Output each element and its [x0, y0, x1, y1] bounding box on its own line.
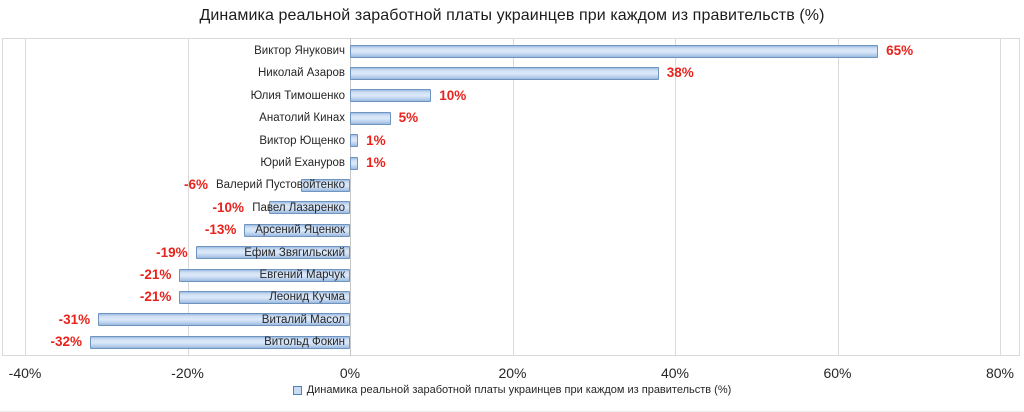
value-label: -19% — [156, 244, 188, 260]
value-label: -13% — [204, 222, 237, 238]
gridline — [837, 38, 839, 356]
bar — [179, 268, 350, 282]
bar-row: Юлия Тимошенко 10% — [0, 85, 1024, 107]
bar — [195, 246, 350, 260]
value-label: 65% — [886, 43, 914, 58]
category-label: Леонид Кучма — [269, 291, 345, 304]
bar — [90, 335, 350, 349]
bar — [350, 134, 359, 148]
category-label: Арсений Яценюк — [255, 224, 345, 237]
gridline — [675, 38, 676, 356]
x-axis-tick-label: 40% — [660, 365, 690, 381]
gridline — [187, 38, 189, 356]
bar — [350, 44, 879, 58]
x-axis-tick-label: 80% — [985, 365, 1015, 381]
category-label: Валерий Пустовойтенко — [215, 179, 345, 192]
zero-axis-line — [350, 38, 351, 356]
bar — [350, 89, 432, 103]
plot-area — [2, 38, 1020, 356]
value-label: 10% — [439, 87, 467, 103]
bar-row: Евгений Марчук -21% — [0, 264, 1024, 286]
x-axis-tick-label: -40% — [8, 365, 42, 381]
value-label: 1% — [366, 132, 386, 148]
bar — [179, 291, 350, 305]
value-label: 1% — [366, 155, 386, 170]
value-label: -31% — [58, 311, 91, 327]
gridline — [25, 38, 26, 356]
category-label: Юлия Тимошенко — [250, 89, 345, 102]
bar — [301, 179, 350, 193]
category-label: Витольд Фокин — [264, 336, 345, 349]
category-label: Виктор Янукович — [254, 45, 345, 57]
value-label: 38% — [666, 65, 694, 81]
legend-label: Динамика реальной заработной платы украи… — [306, 384, 732, 396]
bar-row: Павел Лазаренко -10% — [0, 197, 1024, 219]
bar — [350, 67, 659, 81]
category-label: Николай Азаров — [258, 67, 345, 80]
bar-row: Витольд Фокин -32% — [0, 331, 1024, 353]
x-axis-tick-label: 20% — [498, 365, 527, 381]
gridline — [1000, 38, 1001, 356]
bar — [98, 313, 350, 327]
value-label: -21% — [139, 289, 172, 305]
x-axis-tick-label: 60% — [823, 365, 852, 381]
bar-row: Виктор Ющенко 1% — [0, 130, 1024, 152]
bar-row: Виктор Янукович 65% — [0, 40, 1024, 62]
bar — [268, 201, 350, 215]
category-label: Анатолий Кинах — [259, 112, 345, 125]
bar-row: Леонид Кучма -21% — [0, 286, 1024, 308]
gridline — [512, 38, 514, 356]
legend-marker-icon — [292, 385, 302, 395]
bar-row: Валерий Пустовойтенко -6% — [0, 174, 1024, 196]
value-label: -32% — [50, 334, 82, 350]
value-label: -10% — [212, 199, 244, 215]
bar-row: Николай Азаров 38% — [0, 62, 1024, 84]
bar-row: Виталий Масол -31% — [0, 309, 1024, 331]
category-label: Виктор Ющенко — [259, 134, 345, 147]
category-label: Ефим Звягильский — [244, 246, 345, 259]
value-label: -6% — [183, 177, 208, 193]
bar-row: Юрий Ехануров 1% — [0, 152, 1024, 174]
value-label: 5% — [398, 110, 419, 126]
value-label: -21% — [139, 267, 172, 282]
category-label: Юрий Ехануров — [260, 157, 345, 169]
x-axis-tick-label: -20% — [171, 365, 204, 381]
legend: Динамика реальной заработной платы украи… — [0, 384, 1024, 396]
category-label: Павел Лазаренко — [252, 201, 345, 214]
bar — [350, 111, 391, 125]
bar-row: Арсений Яценюк -13% — [0, 219, 1024, 241]
bar-row: Ефим Звягильский -19% — [0, 242, 1024, 264]
x-axis-tick-label: 0% — [339, 365, 361, 381]
chart-title: Динамика реальной заработной платы украи… — [199, 7, 825, 24]
category-label: Виталий Масол — [261, 313, 345, 326]
bar — [350, 156, 359, 170]
category-label: Евгений Марчук — [259, 269, 345, 281]
bar — [244, 223, 350, 237]
bar-row: Анатолий Кинах 5% — [0, 107, 1024, 129]
